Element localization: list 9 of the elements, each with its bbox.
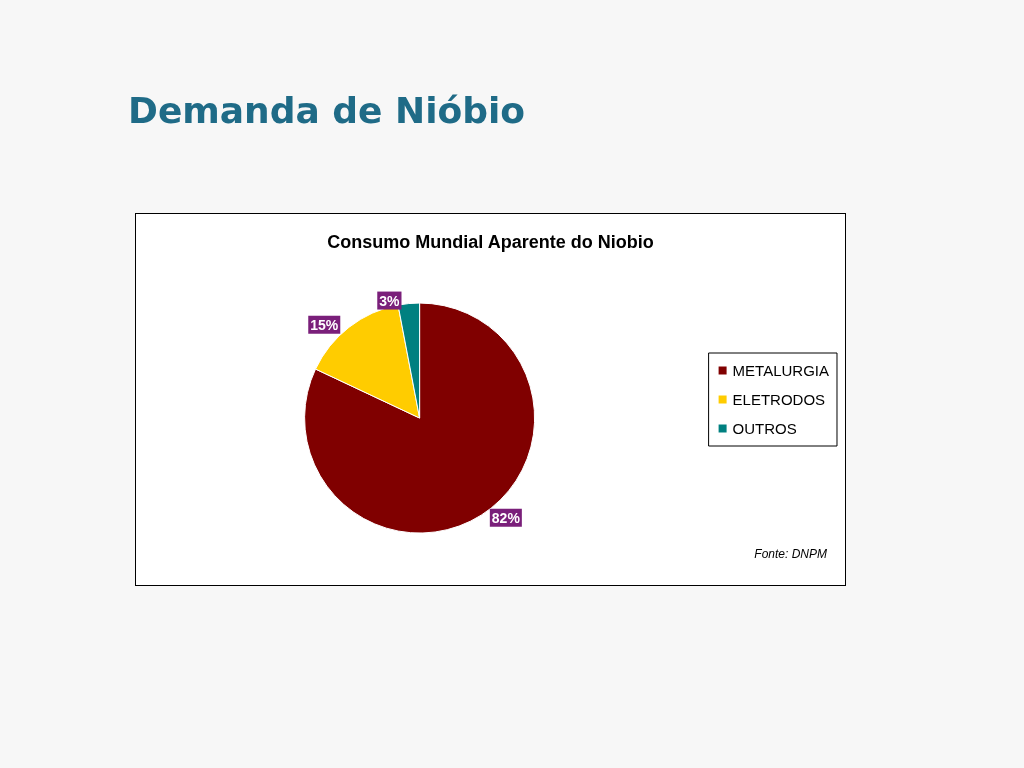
- legend-label: OUTROS: [732, 420, 797, 437]
- chart-subtitle: Consumo Mundial Aparente do Niobio: [327, 232, 654, 252]
- legend-label: ELETRODOS: [732, 391, 826, 408]
- legend-label: METALURGIA: [732, 362, 829, 379]
- data-label: 82%: [491, 509, 521, 526]
- data-label: 3%: [379, 292, 401, 309]
- data-label: 15%: [310, 316, 339, 333]
- source-note: Fonte: DNPM: [754, 547, 827, 561]
- chart-title: Demanda de Nióbio: [128, 90, 526, 131]
